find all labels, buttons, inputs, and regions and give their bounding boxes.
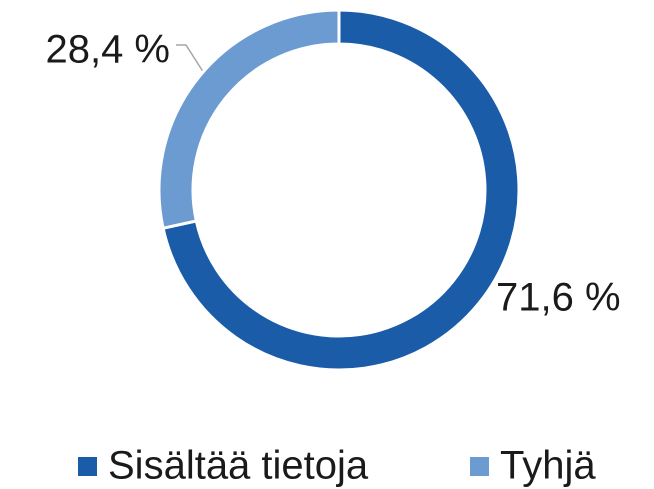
legend-swatch xyxy=(470,457,489,476)
donut-slice xyxy=(161,8,521,372)
donut-slice xyxy=(157,8,341,230)
data-label: 71,6 % xyxy=(496,276,621,320)
data-label: 28,4 % xyxy=(45,28,170,72)
legend-swatch xyxy=(78,457,97,476)
legend-label: Tyhjä xyxy=(500,444,596,488)
legend-label: Sisältää tietoja xyxy=(108,444,369,488)
